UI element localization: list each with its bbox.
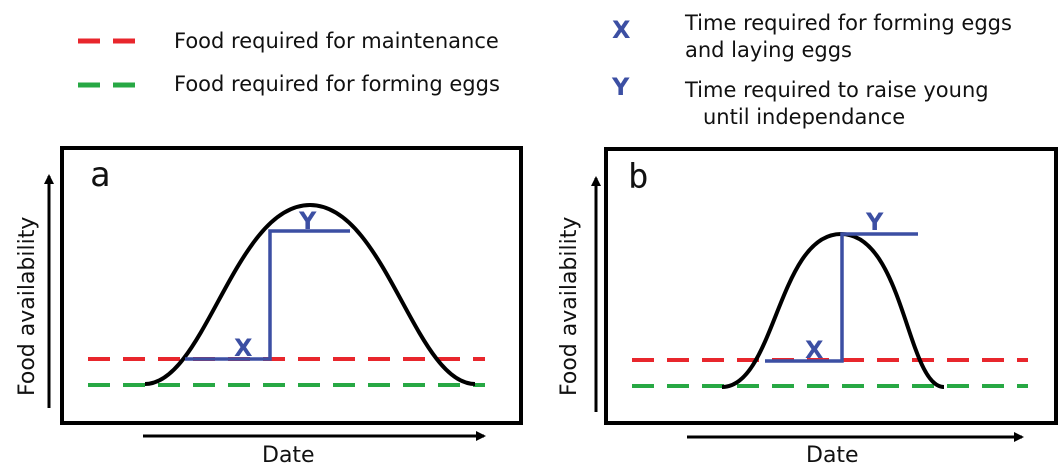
panel-a-x-marker: X [234,334,253,362]
panel-a-y-marker: Y [298,207,317,235]
panel-b-food-curve [721,231,945,389]
panel-a-letter: a [90,155,110,195]
panel-a: a Food availability Date X Y [15,146,523,465]
legend-x-desc-line1: Time required for forming eggs [684,11,1012,35]
panel-b: b Food availability Date X Y [557,147,1058,465]
legend-x-desc-line2: and laying eggs [685,38,852,62]
panel-b-letter: b [628,157,648,197]
legend-maintenance-label: Food required for maintenance [174,29,499,53]
panel-b-y-axis-label: Food availability [557,217,582,396]
legend: Food required for maintenance Food requi… [78,11,1012,129]
panel-a-food-curve [144,202,476,386]
panel-a-y-axis-label: Food availability [15,217,40,396]
panel-a-x-axis-label: Date [262,443,315,465]
panel-b-y-marker: Y [865,208,884,236]
legend-x-symbol: X [612,16,631,44]
panel-a-frame [60,146,523,425]
panel-a-x-step [185,229,350,361]
panel-b-frame [604,147,1058,425]
legend-y-desc-line1: Time required to raise young [684,78,989,102]
legend-y-desc-line2: until independance [703,105,905,129]
panel-b-x-marker: X [805,336,824,364]
legend-y-symbol: Y [611,73,630,101]
legend-eggs-label: Food required for forming eggs [174,72,500,96]
panel-b-x-axis-label: Date [806,443,859,465]
panel-b-x-step [765,232,918,363]
